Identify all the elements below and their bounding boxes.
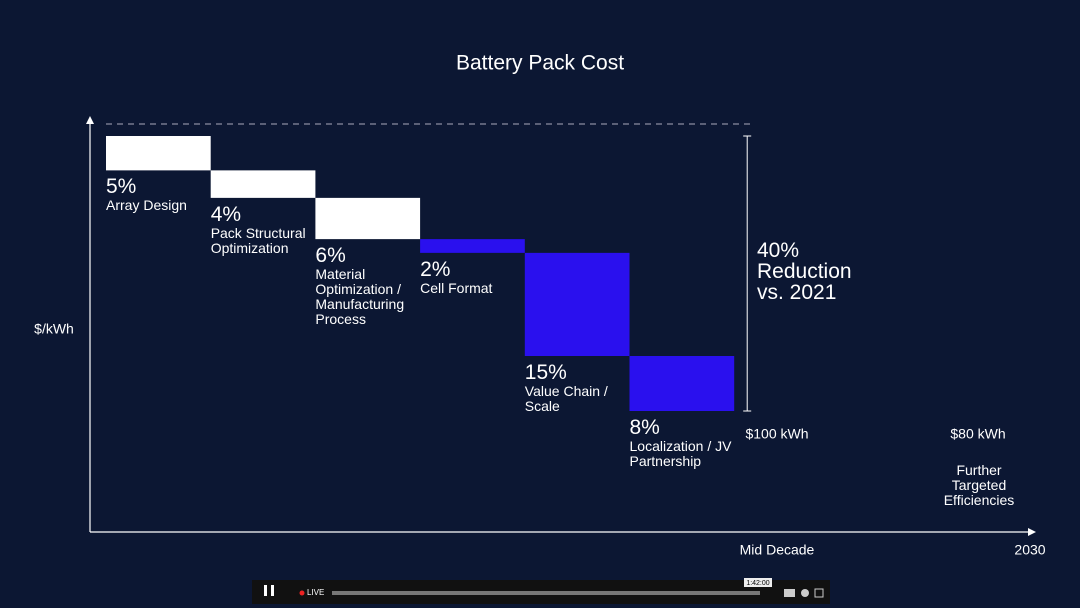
live-dot bbox=[299, 590, 305, 596]
value-label: 4% bbox=[210, 202, 242, 226]
cost-label: $80 kWh bbox=[950, 426, 1005, 442]
cc-button[interactable] bbox=[784, 589, 795, 597]
y-axis-label: $/kWh bbox=[34, 321, 74, 337]
bar-label: 2% Cell Format bbox=[420, 257, 525, 296]
value-label: 2% bbox=[420, 257, 451, 281]
bar bbox=[524, 252, 630, 356]
value-label: 5% bbox=[106, 175, 137, 199]
bar bbox=[106, 136, 211, 171]
category-label: Material Optimization / Manufacturing Pr… bbox=[315, 266, 405, 328]
x-arrow bbox=[1028, 528, 1036, 536]
category-label: Cell Format bbox=[420, 279, 493, 296]
total-annotation: 40% Reduction vs. 2021 bbox=[757, 240, 877, 303]
bar bbox=[420, 239, 525, 253]
x-label: 2030 bbox=[1014, 542, 1045, 558]
bar-label: 15% Value Chain / Scale bbox=[525, 362, 630, 414]
bar-label: 4% Pack Structural Optimization bbox=[210, 202, 316, 256]
player: LIVE 1:42:00 bbox=[252, 578, 830, 604]
category-label: Localization / JV Partnership bbox=[629, 438, 732, 469]
value-label: 6% bbox=[315, 244, 346, 268]
value-label: 8% bbox=[629, 416, 660, 439]
category-label: Value Chain / Scale bbox=[524, 383, 608, 414]
x-label: Mid Decade bbox=[740, 542, 815, 558]
category-label: Array Design bbox=[106, 197, 187, 214]
y-arrow bbox=[86, 116, 94, 124]
bar bbox=[315, 197, 421, 240]
bar-label: 5% Array Design bbox=[106, 176, 211, 213]
bar-label: 8% Localization / JV Partnership bbox=[630, 417, 735, 469]
value-label: 15% bbox=[524, 361, 567, 384]
pause-button[interactable] bbox=[271, 585, 274, 596]
pause-button[interactable] bbox=[264, 585, 267, 596]
total-label: 40% bbox=[757, 239, 800, 262]
total-caption: Reduction vs. 2021 bbox=[757, 260, 852, 304]
cost-label: $100 kWh bbox=[745, 426, 808, 442]
bar-label: 6% Material Optimization / Manufacturing … bbox=[315, 245, 420, 327]
category-label: Pack Structural Optimization bbox=[210, 224, 306, 256]
time-label: 1:42:00 bbox=[746, 580, 769, 587]
settings-button[interactable] bbox=[801, 589, 809, 597]
time-badge bbox=[744, 578, 772, 587]
progress-bar[interactable] bbox=[332, 591, 760, 595]
chart-title: Battery Pack Cost bbox=[456, 52, 624, 75]
bar bbox=[210, 170, 316, 198]
further-note: Further Targeted Efficiencies bbox=[943, 462, 1015, 508]
bar bbox=[629, 356, 735, 411]
fullscreen-button[interactable] bbox=[814, 588, 824, 598]
live-label[interactable]: LIVE bbox=[307, 588, 324, 597]
